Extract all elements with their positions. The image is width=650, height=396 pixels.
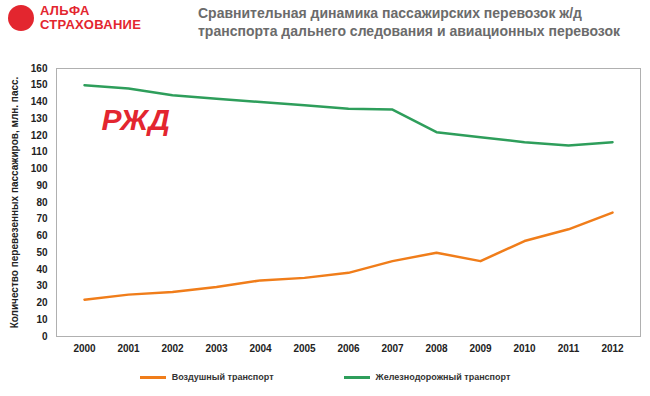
svg-text:РЖД: РЖД <box>102 103 170 136</box>
svg-text:60: 60 <box>36 230 48 241</box>
svg-text:140: 140 <box>31 96 48 107</box>
svg-text:2003: 2003 <box>205 343 228 354</box>
svg-text:2012: 2012 <box>601 343 624 354</box>
svg-text:50: 50 <box>36 247 48 258</box>
svg-text:2010: 2010 <box>513 343 536 354</box>
svg-text:100: 100 <box>31 163 48 174</box>
svg-text:2011: 2011 <box>558 343 580 354</box>
svg-text:30: 30 <box>36 280 48 291</box>
svg-text:130: 130 <box>31 113 48 124</box>
svg-text:2008: 2008 <box>425 343 448 354</box>
svg-text:150: 150 <box>31 79 48 90</box>
svg-text:20: 20 <box>36 297 48 308</box>
html-text:Воздушный транспорт: Воздушный транспорт <box>171 372 274 382</box>
svg-text:2001: 2001 <box>117 343 140 354</box>
svg-text:90: 90 <box>36 180 48 191</box>
svg-text:2004: 2004 <box>249 343 272 354</box>
svg-text:160: 160 <box>31 63 48 74</box>
svg-text:2007: 2007 <box>381 343 404 354</box>
svg-text:0: 0 <box>42 331 48 342</box>
svg-text:40: 40 <box>36 264 48 275</box>
svg-text:120: 120 <box>31 130 48 141</box>
svg-text:Количество перевезенных пассаж: Количество перевезенных пассажиров, млн.… <box>9 76 20 328</box>
svg-text:2009: 2009 <box>469 343 492 354</box>
svg-text:70: 70 <box>36 213 48 224</box>
html-text:Сравнительная динамика пассажи: Сравнительная динамика пассажирских пере… <box>198 5 620 39</box>
svg-text:110: 110 <box>31 146 48 157</box>
svg-text:80: 80 <box>36 197 48 208</box>
html-text:Железнодорожный транспорт: Железнодорожный транспорт <box>375 372 511 382</box>
html-text:АЛЬФА СТРАХОВАНИЕ: АЛЬФА СТРАХОВАНИЕ <box>40 3 142 32</box>
svg-text:10: 10 <box>36 314 48 325</box>
svg-text:2006: 2006 <box>337 343 360 354</box>
svg-text:2002: 2002 <box>161 343 184 354</box>
svg-text:2005: 2005 <box>293 343 316 354</box>
svg-text:2000: 2000 <box>73 343 96 354</box>
